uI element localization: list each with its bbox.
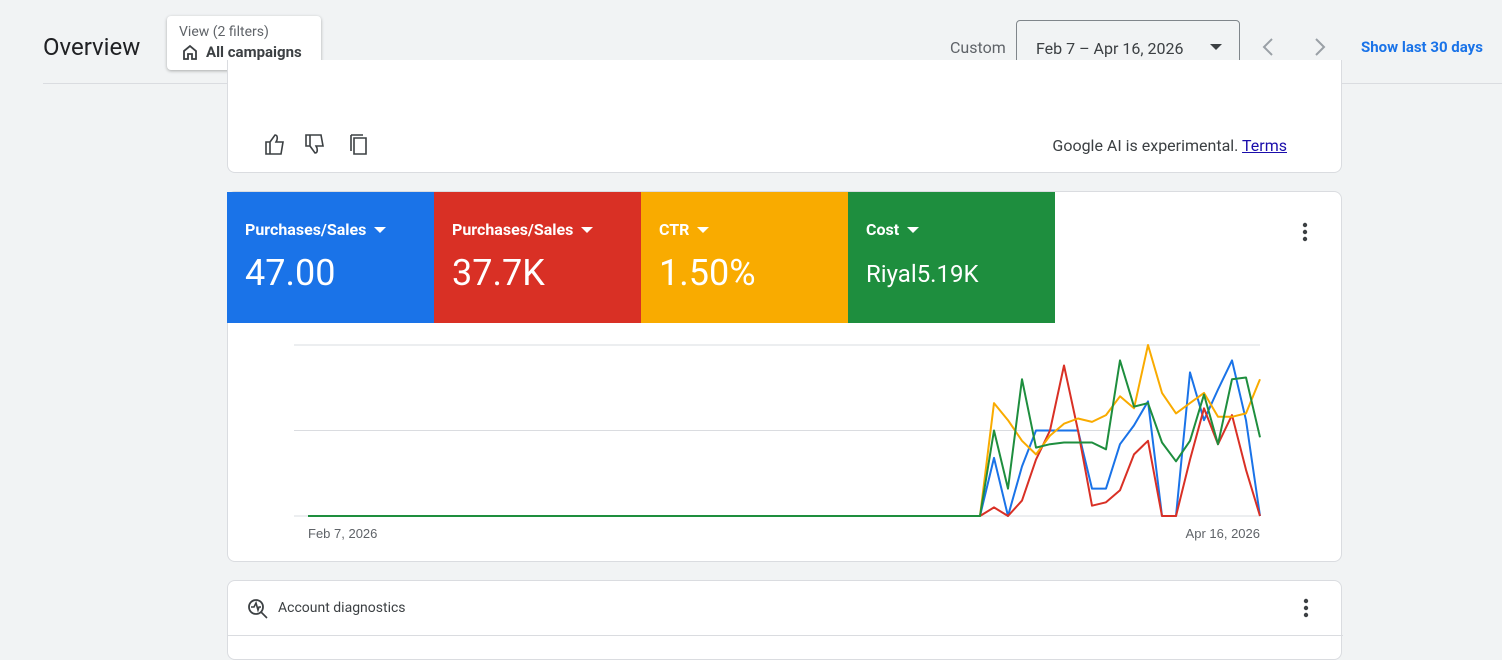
line-chart: Feb 7, 2026 Apr 16, 2026	[294, 344, 1261, 541]
series-line	[308, 364, 1261, 517]
series-line	[308, 359, 1261, 517]
metric-name: CTR	[659, 220, 690, 239]
view-value: All campaigns	[206, 43, 302, 61]
diagnostics-title: Account diagnostics	[278, 600, 406, 616]
metric-label: CTR	[659, 220, 710, 239]
x-tick-label: Apr 16, 2026	[1186, 526, 1260, 541]
page: Overview View (2 filters) All campaigns …	[43, 16, 1502, 660]
thumbs-up[interactable]	[265, 134, 284, 155]
metric-tile[interactable]: CTR 1.50%	[641, 192, 848, 323]
metric-label: Purchases/Sales	[452, 220, 594, 239]
metric-dropdown[interactable]	[697, 227, 710, 234]
metric-dropdown[interactable]	[581, 227, 594, 234]
view-label: View (2 filters)	[179, 24, 269, 40]
next-button[interactable]	[1315, 38, 1326, 56]
date-nav	[1262, 38, 1326, 56]
home-icon	[183, 44, 197, 60]
metric-tile[interactable]: Cost Riyal5.19K	[848, 192, 1055, 323]
copy-icon[interactable]	[350, 134, 367, 155]
ai-note-row: Google AI is experimental. Terms	[1052, 136, 1287, 155]
chart-menu[interactable]	[1299, 222, 1311, 244]
ai-card: Google AI is experimental. Terms	[227, 60, 1342, 173]
page-title: Overview	[43, 33, 141, 61]
metric-value: 1.50%	[659, 252, 756, 294]
date-mode: Custom	[950, 38, 1006, 57]
metric-name: Purchases/Sales	[245, 220, 367, 239]
prev-button[interactable]	[1262, 38, 1273, 56]
show-last-link[interactable]: Show last 30 days	[1361, 38, 1483, 56]
diagnostics-menu[interactable]	[1300, 598, 1312, 620]
feedback-icons	[265, 134, 367, 155]
metric-name: Purchases/Sales	[452, 220, 574, 239]
diagnostics-icon	[248, 599, 268, 619]
metric-dropdown[interactable]	[907, 227, 920, 234]
metric-dropdown[interactable]	[374, 227, 387, 234]
ai-note: Google AI is experimental.	[1052, 136, 1239, 155]
divider	[228, 635, 1343, 636]
x-tick-label: Feb 7, 2026	[308, 526, 377, 541]
diagnostics-card: Account diagnostics	[227, 580, 1343, 660]
metric-value: 37.7K	[452, 252, 545, 294]
metric-label: Purchases/Sales	[245, 220, 387, 239]
terms-link[interactable]: Terms	[1242, 136, 1287, 155]
metric-label: Cost	[866, 220, 920, 239]
metric-tile[interactable]: Purchases/Sales 37.7K	[434, 192, 641, 323]
thumbs-down[interactable]	[305, 134, 324, 154]
metric-value: 47.00	[245, 252, 336, 294]
dropdown-arrow	[1210, 44, 1222, 50]
metric-tile[interactable]: Purchases/Sales 47.00	[227, 192, 434, 323]
metric-value: Riyal5.19K	[866, 260, 979, 288]
date-range: Feb 7 – Apr 16, 2026	[1036, 39, 1184, 58]
metric-name: Cost	[866, 220, 900, 239]
